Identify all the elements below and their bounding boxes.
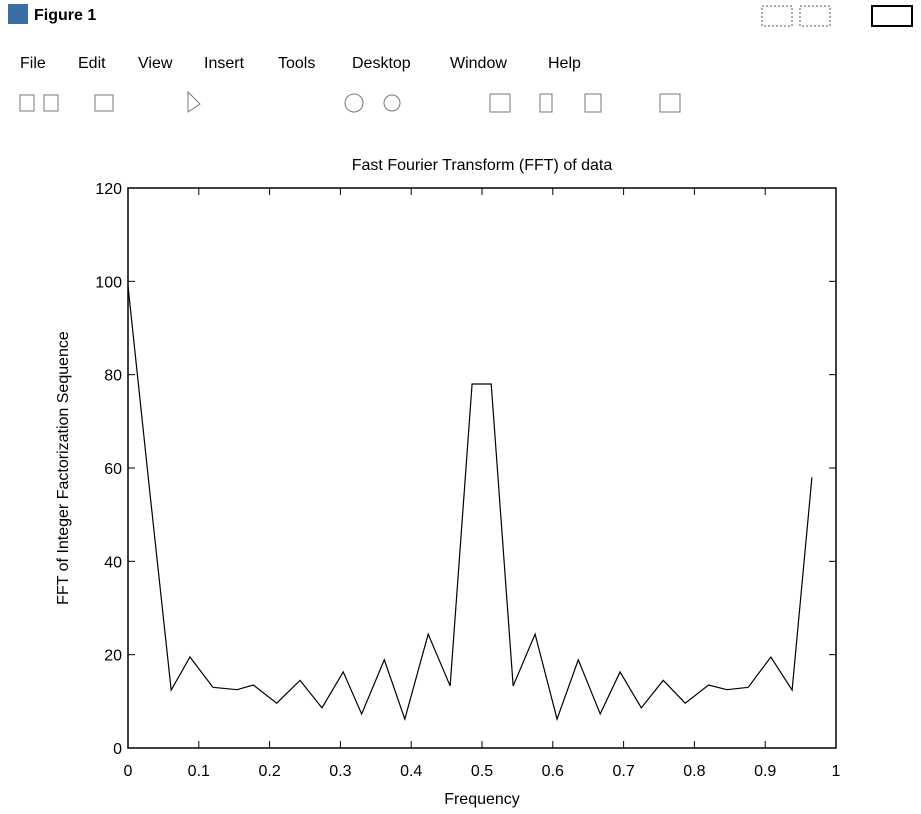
x-axis-label: Frequency — [444, 791, 520, 808]
x-tick-label: 0.3 — [329, 763, 351, 780]
maximize-button[interactable] — [799, 5, 831, 27]
menu-item[interactable]: Tools — [278, 55, 315, 72]
menu-item[interactable]: Help — [548, 55, 581, 72]
menu-item[interactable]: File — [20, 55, 46, 72]
toolbar — [19, 90, 681, 113]
menu-item[interactable]: Desktop — [352, 55, 411, 72]
x-tick-label: 0.7 — [612, 763, 634, 780]
minimize-button[interactable] — [761, 5, 793, 27]
window-title: Figure 1 — [34, 7, 96, 24]
menu-bar: File Edit View Insert Tools Desktop Window Help — [20, 55, 581, 72]
y-tick-label: 40 — [104, 554, 122, 571]
chart-title: Fast Fourier Transform (FFT) of data — [352, 157, 613, 174]
y-tick-label: 20 — [104, 648, 122, 665]
window-icon — [8, 4, 28, 24]
x-tick-label: 1 — [832, 763, 841, 780]
menu-item[interactable]: Insert — [204, 55, 245, 72]
y-tick-label: 0 — [113, 741, 122, 758]
close-button[interactable] — [871, 5, 913, 27]
x-tick-label: 0.8 — [683, 763, 705, 780]
y-tick-label: 60 — [104, 461, 122, 478]
x-tick-label: 0.6 — [542, 763, 564, 780]
menu-item[interactable]: Window — [450, 55, 507, 72]
x-tick-label: 0.5 — [471, 763, 493, 780]
y-axis-label: FFT of Integer Factorization Sequence — [55, 331, 72, 605]
plot-area: Fast Fourier Transform (FFT) of data Freq… — [55, 157, 841, 808]
x-tick-label: 0.1 — [188, 763, 210, 780]
menu-item[interactable]: View — [138, 55, 173, 72]
x-tick-label: 0.9 — [754, 763, 776, 780]
y-tick-label: 80 — [104, 368, 122, 385]
data-line — [127, 285, 813, 722]
menu-item[interactable]: Edit — [78, 55, 106, 72]
y-tick-label: 100 — [95, 274, 122, 291]
x-tick-label: 0.4 — [400, 763, 422, 780]
y-tick-label: 120 — [95, 181, 122, 198]
axes-box — [127, 187, 837, 749]
x-tick-label: 0.2 — [258, 763, 280, 780]
x-tick-label: 0 — [124, 763, 133, 780]
